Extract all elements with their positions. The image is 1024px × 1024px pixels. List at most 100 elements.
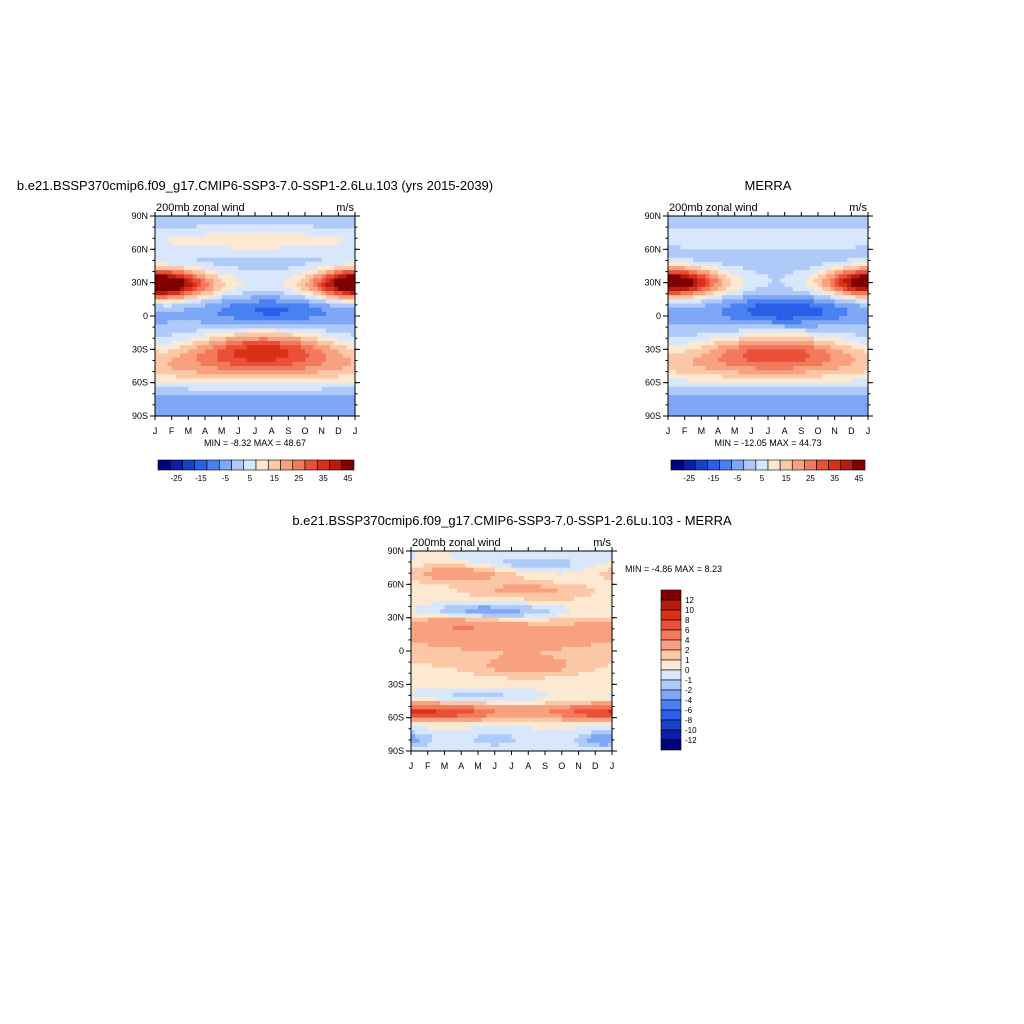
heatmap-cell [668,403,673,409]
colorbar-swatch [157,459,171,471]
heatmap-cell [175,411,181,417]
heatmap-cell [317,395,323,400]
heatmap-cell [718,349,723,355]
heatmap-cell [863,228,869,234]
heatmap-cell [188,266,194,271]
heatmap-cell [743,245,748,250]
heatmap-cell [826,241,832,246]
heatmap-cell [743,345,748,350]
heatmap-cell [259,236,264,242]
heatmap-cell [830,224,836,230]
x-tick-label: J [749,426,754,436]
heatmap-cell [246,245,252,250]
heatmap-cell [325,320,331,325]
heatmap-cell [851,261,857,267]
heatmap-cell [718,399,723,405]
heatmap-cell [776,274,782,280]
heatmap-cell [743,249,748,255]
heatmap-cell [230,332,235,338]
heatmap-cell [743,374,748,380]
colorbar-label: 45 [854,474,863,483]
heatmap-cell [411,596,416,602]
heatmap-cell [159,232,164,238]
heatmap-cell [834,253,840,259]
heatmap-cell [843,282,848,288]
heatmap-cell [759,224,765,230]
heatmap-cell [818,232,823,238]
heatmap-cell [346,395,352,400]
heatmap-cell [321,299,327,305]
heatmap-cell [843,361,848,367]
heatmap-cell [221,216,227,221]
heatmap-cell [822,270,827,275]
heatmap-cell [284,345,289,350]
heatmap-cell [843,391,848,396]
heatmap-cell [697,332,702,338]
heatmap-cell [788,345,794,350]
heatmap-cell [213,395,219,400]
heatmap-cell [259,303,264,309]
heatmap-cell [342,228,348,234]
heatmap-cell [813,332,819,338]
heatmap-cell [797,374,802,380]
heatmap-cell [309,303,314,309]
heatmap-cell [221,245,227,250]
heatmap-cell [230,291,235,296]
heatmap-cell [851,224,857,230]
heatmap-cell [851,345,857,350]
heatmap-cell [809,261,815,267]
heatmap-cell [250,399,256,405]
heatmap-cell [859,274,865,280]
heatmap-cell [250,311,256,317]
heatmap-cell [809,366,815,371]
heatmap-cell [688,303,694,309]
heatmap-cell [411,680,416,685]
heatmap-cell [793,349,798,355]
heatmap-cell [221,253,227,259]
heatmap-cell [668,224,673,230]
heatmap-cell [163,370,169,375]
heatmap-cell [822,328,827,334]
heatmap-cell [743,349,748,355]
heatmap-cell [309,320,314,325]
heatmap-cell [275,295,281,300]
heatmap-cell [759,307,765,313]
heatmap-cell [826,341,832,346]
heatmap-cell [196,224,202,230]
heatmap-cell [325,411,331,417]
heatmap-cell [830,336,836,342]
heatmap-cell [196,357,202,363]
heatmap-cell [296,307,302,313]
heatmap-cell [271,320,277,325]
heatmap-cell [184,291,189,296]
heatmap-cell [300,224,306,230]
heatmap-cell [776,299,782,305]
heatmap-cell [163,270,169,275]
heatmap-cell [221,266,227,271]
heatmap-cell [415,592,420,598]
heatmap-cell [747,403,752,409]
heatmap-cell [680,253,686,259]
heatmap-cell [813,391,819,396]
heatmap-cell [751,307,757,313]
heatmap-cell [780,216,786,221]
heatmap-cell [863,291,869,296]
heatmap-cell [259,232,264,238]
heatmap-cell [705,282,711,288]
heatmap-cell [300,324,306,330]
heatmap-cell [772,320,777,325]
heatmap-cell [284,266,289,271]
heatmap-cell [693,386,698,392]
heatmap-cell [801,370,807,375]
heatmap-cell [342,336,348,342]
heatmap-cell [668,303,673,309]
heatmap-cell [701,236,707,242]
heatmap-cell [726,374,732,380]
heatmap-cell [818,386,823,392]
heatmap-cell [271,270,277,275]
heatmap-cell [184,245,189,250]
heatmap-cell [225,382,231,388]
heatmap-cell [342,245,348,250]
heatmap-cell [313,341,319,346]
heatmap-cell [693,232,698,238]
